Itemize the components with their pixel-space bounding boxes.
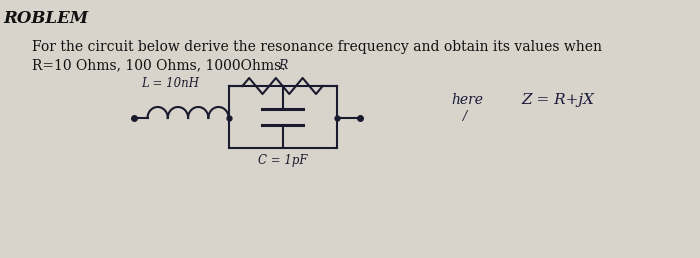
Text: Z = R+jX: Z = R+jX — [521, 93, 594, 107]
Text: /: / — [463, 110, 468, 123]
Text: ROBLEM: ROBLEM — [4, 10, 89, 27]
Text: C = 1pF: C = 1pF — [258, 154, 307, 167]
Text: L = 10nH: L = 10nH — [141, 77, 199, 90]
Text: here: here — [452, 93, 484, 107]
Text: R=10 Ohms, 100 Ohms, 1000Ohms.: R=10 Ohms, 100 Ohms, 1000Ohms. — [32, 58, 286, 72]
Text: R: R — [278, 59, 287, 72]
Text: For the circuit below derive the resonance frequency and obtain its values when: For the circuit below derive the resonan… — [32, 40, 602, 54]
